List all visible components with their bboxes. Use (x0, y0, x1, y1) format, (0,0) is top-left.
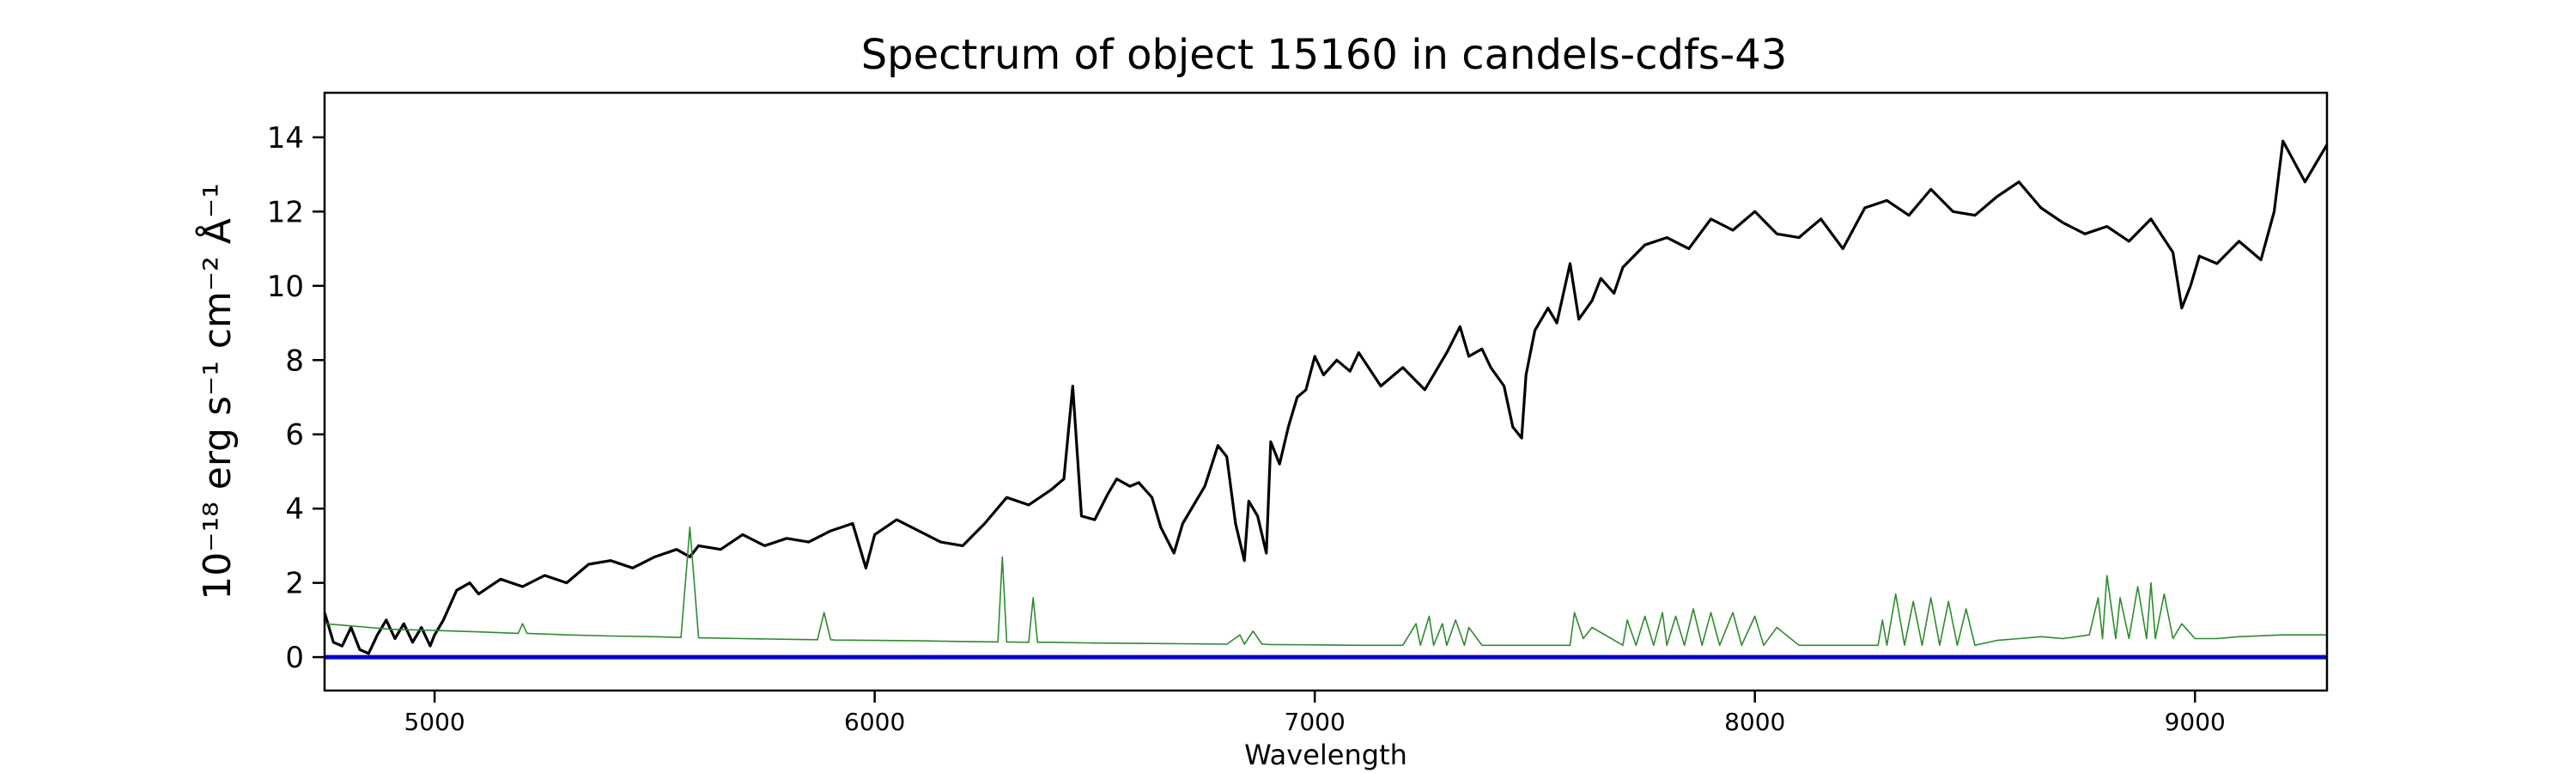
x-tick-label: 7000 (1285, 708, 1346, 736)
plot-frame (323, 91, 2329, 692)
chart-title: Spectrum of object 15160 in candels-cdfs… (861, 31, 1788, 79)
x-axis: 5000 6000 7000 8000 9000 (404, 691, 2226, 736)
y-tick-label: 2 (285, 567, 304, 601)
plot-area (323, 139, 2329, 660)
flux-series-line (323, 139, 2329, 655)
x-axis-label: Wavelength (1244, 739, 1407, 771)
y-tick-label: 14 (267, 121, 304, 155)
y-tick-label: 10 (267, 270, 304, 304)
x-tick-label: 8000 (1724, 708, 1785, 736)
y-tick-label: 0 (285, 641, 304, 675)
x-tick-label: 9000 (2165, 708, 2226, 736)
error-series-line (324, 526, 2327, 647)
y-axis-label: 10⁻¹⁸ erg s⁻¹ cm⁻² Å⁻¹ (194, 183, 240, 600)
x-tick-label: 5000 (404, 708, 465, 736)
y-tick-label: 8 (285, 344, 304, 378)
y-tick-label: 6 (285, 418, 304, 453)
y-tick-label: 4 (285, 492, 304, 526)
x-tick-label: 6000 (844, 708, 905, 736)
y-axis: 0 2 4 6 8 10 12 14 (267, 121, 325, 675)
y-tick-label: 12 (267, 195, 304, 229)
